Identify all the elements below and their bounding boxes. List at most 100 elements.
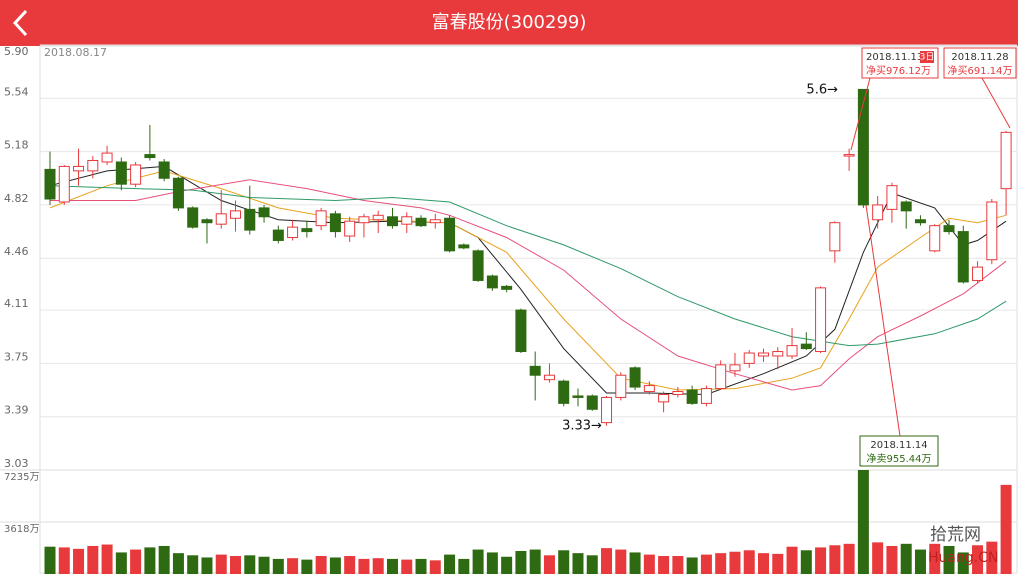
candle-body — [372, 214, 384, 221]
candle-body — [615, 374, 627, 398]
note-date: 2018.11.14 — [870, 440, 927, 451]
note-text: 净买976.12万 — [866, 64, 931, 77]
candle-body — [429, 219, 441, 224]
volume-bar — [672, 556, 684, 574]
volume-bar — [729, 551, 741, 574]
volume-bar — [586, 555, 598, 574]
volume-bar — [543, 555, 555, 574]
candle-body — [658, 393, 670, 403]
volume-bar — [358, 558, 370, 574]
volume-bar — [258, 556, 270, 574]
candle-body — [715, 364, 727, 390]
candle-body — [572, 395, 584, 398]
y-tick-label: 3.39 — [4, 404, 29, 417]
candle-body — [786, 345, 798, 357]
y-tick-label: 4.46 — [4, 245, 29, 258]
volume-bar — [601, 548, 613, 574]
volume-bar — [444, 554, 456, 574]
note-box — [943, 47, 1017, 79]
volume-bar — [472, 549, 484, 574]
volume-bar — [743, 550, 755, 574]
volume-bar — [287, 558, 299, 574]
y-tick-label: 3.75 — [4, 350, 29, 363]
y-tick-label: 3.03 — [4, 457, 29, 470]
candle-body — [386, 216, 398, 227]
candle-body — [886, 185, 898, 210]
volume-bar — [401, 559, 413, 574]
volume-bar — [172, 553, 184, 574]
note-date: 2018.11.28 — [951, 52, 1008, 63]
volume-bar — [244, 555, 256, 574]
candle-body — [929, 225, 941, 252]
candle-body — [729, 364, 741, 372]
title: 富春股份(300299) — [432, 12, 587, 33]
volume-bar — [829, 545, 841, 574]
candle-body — [772, 351, 784, 357]
volume-bar — [315, 556, 327, 574]
volume-bar — [429, 560, 441, 574]
arrow — [850, 77, 871, 151]
volume-bar — [658, 556, 670, 574]
candle-body — [172, 177, 184, 209]
badge-text: 3日 — [920, 52, 935, 63]
candle-body — [643, 385, 655, 393]
candle-body — [529, 365, 541, 376]
back-button[interactable] — [12, 9, 28, 37]
volume-bar — [130, 549, 142, 574]
volume-bar — [886, 545, 898, 574]
volume-bar — [700, 554, 712, 574]
volume-bar — [73, 548, 85, 574]
volume-bar — [943, 545, 955, 574]
candle-body — [1000, 131, 1012, 190]
volume-bar — [115, 552, 127, 574]
candle-body — [558, 380, 570, 404]
volume-bar — [929, 543, 941, 574]
volume-bar — [272, 558, 284, 574]
candle-body — [329, 213, 341, 233]
candle-body — [115, 161, 127, 185]
volume-bar — [815, 547, 827, 574]
candle-body — [672, 391, 684, 395]
volume-bar — [900, 543, 912, 574]
low-label: 3.33→ — [562, 419, 602, 434]
volume-bar — [215, 554, 227, 574]
note-text: 净买691.14万 — [948, 64, 1013, 77]
volume-bar — [344, 556, 356, 574]
volume-bar — [301, 559, 313, 574]
candle-body — [158, 161, 170, 179]
note-date: 2018.11.13 — [866, 52, 923, 63]
volume-bar — [572, 553, 584, 574]
candle-body — [900, 201, 912, 212]
volume-bar — [957, 552, 969, 574]
volume-bar — [800, 550, 812, 574]
candle-body — [943, 225, 955, 233]
volume-bar — [615, 549, 627, 574]
y-tick-label: 4.11 — [4, 297, 29, 310]
ma-line — [50, 179, 1007, 391]
y-tick-label: 5.90 — [4, 45, 29, 58]
candle-body — [843, 154, 855, 157]
y-tick-label: 3618万 — [4, 524, 39, 535]
candle-body — [301, 228, 313, 233]
candle-body — [215, 213, 227, 225]
candle-body — [743, 352, 755, 364]
arrow — [981, 77, 1011, 129]
volume-bar — [372, 558, 384, 574]
candle-body — [444, 217, 456, 252]
arrow — [865, 204, 901, 437]
volume-bar — [144, 547, 156, 574]
candle-body — [401, 216, 413, 225]
candle-body — [914, 219, 926, 224]
volume-bar — [44, 546, 56, 574]
candle-body — [201, 219, 213, 224]
volume-bar — [158, 545, 170, 574]
volume-bar — [1000, 484, 1012, 574]
candle-body — [872, 204, 884, 221]
candle-body — [187, 207, 199, 228]
candle-body — [829, 222, 841, 252]
candles — [44, 88, 1012, 426]
candle-body — [415, 217, 427, 227]
watermark: 拾荒网 — [930, 525, 981, 545]
candle-body — [815, 287, 827, 353]
